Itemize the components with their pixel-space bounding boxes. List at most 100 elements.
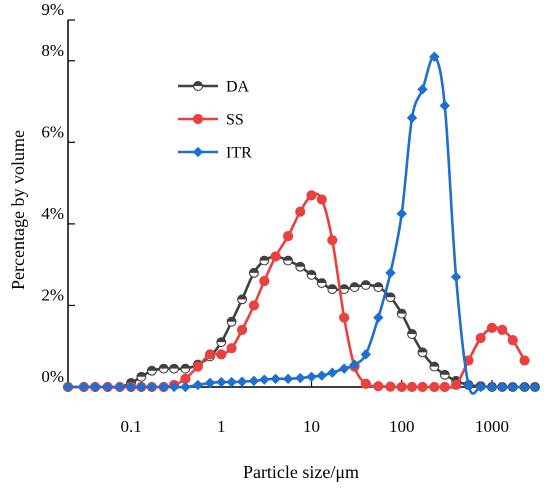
data-point-ss <box>507 335 518 346</box>
data-point-ss <box>439 381 450 393</box>
data-point-da <box>396 308 407 319</box>
y-axis-title: Percentage by volume <box>8 130 28 290</box>
x-tick-label: 100 <box>389 417 415 436</box>
data-point-itr <box>385 267 396 279</box>
data-point-ss <box>270 251 281 262</box>
data-point-da <box>373 282 384 293</box>
legend-marker-itr <box>192 146 204 158</box>
data-point-itr <box>507 381 518 393</box>
data-point-itr <box>486 381 498 393</box>
data-point-da <box>439 369 450 380</box>
y-tick-label: 6% <box>41 122 64 141</box>
data-point-itr <box>497 381 508 393</box>
data-point-itr <box>306 371 317 383</box>
data-point-ss <box>204 349 216 360</box>
x-tick-label: 1 <box>217 417 226 436</box>
data-point-itr <box>62 381 74 393</box>
data-point-ss <box>316 194 327 205</box>
legend-item-da: DA <box>178 79 250 96</box>
data-point-itr <box>259 374 270 385</box>
data-point-da <box>316 278 327 288</box>
data-point-da <box>407 329 417 339</box>
data-point-ss <box>497 324 508 336</box>
series-da <box>63 251 540 392</box>
legend-item-itr: ITR <box>178 145 252 162</box>
data-point-ss <box>327 235 338 246</box>
data-point-itr <box>327 367 338 378</box>
data-point-da <box>429 361 440 372</box>
data-point-itr <box>396 208 407 219</box>
data-point-itr <box>102 381 113 393</box>
data-point-da <box>385 292 396 303</box>
data-point-da <box>226 316 237 327</box>
y-tick-label: 9% <box>41 0 64 19</box>
legend: DA SS ITR <box>178 79 252 162</box>
data-point-da <box>349 282 360 293</box>
data-point-itr <box>475 381 486 393</box>
data-point-da <box>136 371 147 382</box>
legend-label: DA <box>226 79 250 96</box>
data-point-da <box>169 363 180 374</box>
data-point-ss <box>339 312 350 323</box>
x-tick-label: 0.1 <box>120 417 141 436</box>
data-point-itr <box>236 376 248 387</box>
data-point-itr <box>146 381 158 393</box>
data-point-itr <box>114 381 125 393</box>
data-point-ss <box>373 381 384 392</box>
data-point-ss <box>429 381 440 393</box>
data-point-itr <box>180 381 191 393</box>
data-point-itr <box>529 381 541 393</box>
data-point-ss <box>248 300 260 311</box>
y-tick-label: 0% <box>41 367 64 386</box>
data-point-ss <box>282 231 294 242</box>
data-point-itr <box>349 359 360 370</box>
data-point-itr <box>295 372 306 384</box>
data-point-ss <box>192 361 203 372</box>
data-point-itr <box>406 112 418 124</box>
data-point-ss <box>360 378 371 389</box>
data-point-itr <box>248 375 260 387</box>
legend-marker-ss <box>192 113 204 125</box>
data-point-ss <box>236 324 248 336</box>
series-layer <box>62 51 541 395</box>
series-line-itr <box>67 55 535 395</box>
x-tick-label: 1000 <box>475 417 509 436</box>
data-point-itr <box>216 376 227 388</box>
legend-item-ss: SS <box>178 112 244 129</box>
data-point-itr <box>519 381 530 393</box>
data-point-da <box>237 294 248 305</box>
data-point-da <box>306 269 317 280</box>
y-ticks: 0% 2% 4% 6% 8% 9% <box>41 0 75 388</box>
data-point-da <box>158 363 169 374</box>
y-tick-label: 4% <box>41 204 64 223</box>
data-point-itr <box>429 51 440 62</box>
data-point-ss <box>295 206 306 217</box>
y-tick-label: 2% <box>41 285 64 304</box>
data-point-itr <box>450 271 462 283</box>
data-point-itr <box>226 376 237 388</box>
series-ss <box>62 190 530 393</box>
data-point-itr <box>158 381 169 393</box>
data-point-itr <box>316 370 327 381</box>
axes <box>67 20 535 388</box>
data-point-ss <box>519 355 530 366</box>
data-point-itr <box>270 373 281 385</box>
data-point-itr <box>360 349 372 360</box>
data-point-da <box>216 337 227 348</box>
data-point-da <box>283 255 294 266</box>
data-point-ss <box>396 381 407 393</box>
data-point-da <box>146 365 157 376</box>
data-point-itr <box>338 363 350 374</box>
data-point-itr <box>168 381 180 393</box>
data-point-itr <box>439 100 450 111</box>
data-point-ss <box>450 379 462 391</box>
legend-label: SS <box>226 112 244 129</box>
data-point-itr <box>78 381 90 393</box>
data-point-ss <box>406 381 418 393</box>
data-point-da <box>360 280 371 291</box>
data-point-itr <box>204 377 216 389</box>
data-point-itr <box>282 373 294 385</box>
data-point-itr <box>89 381 101 393</box>
x-axis-title: Particle size/μm <box>243 462 359 482</box>
